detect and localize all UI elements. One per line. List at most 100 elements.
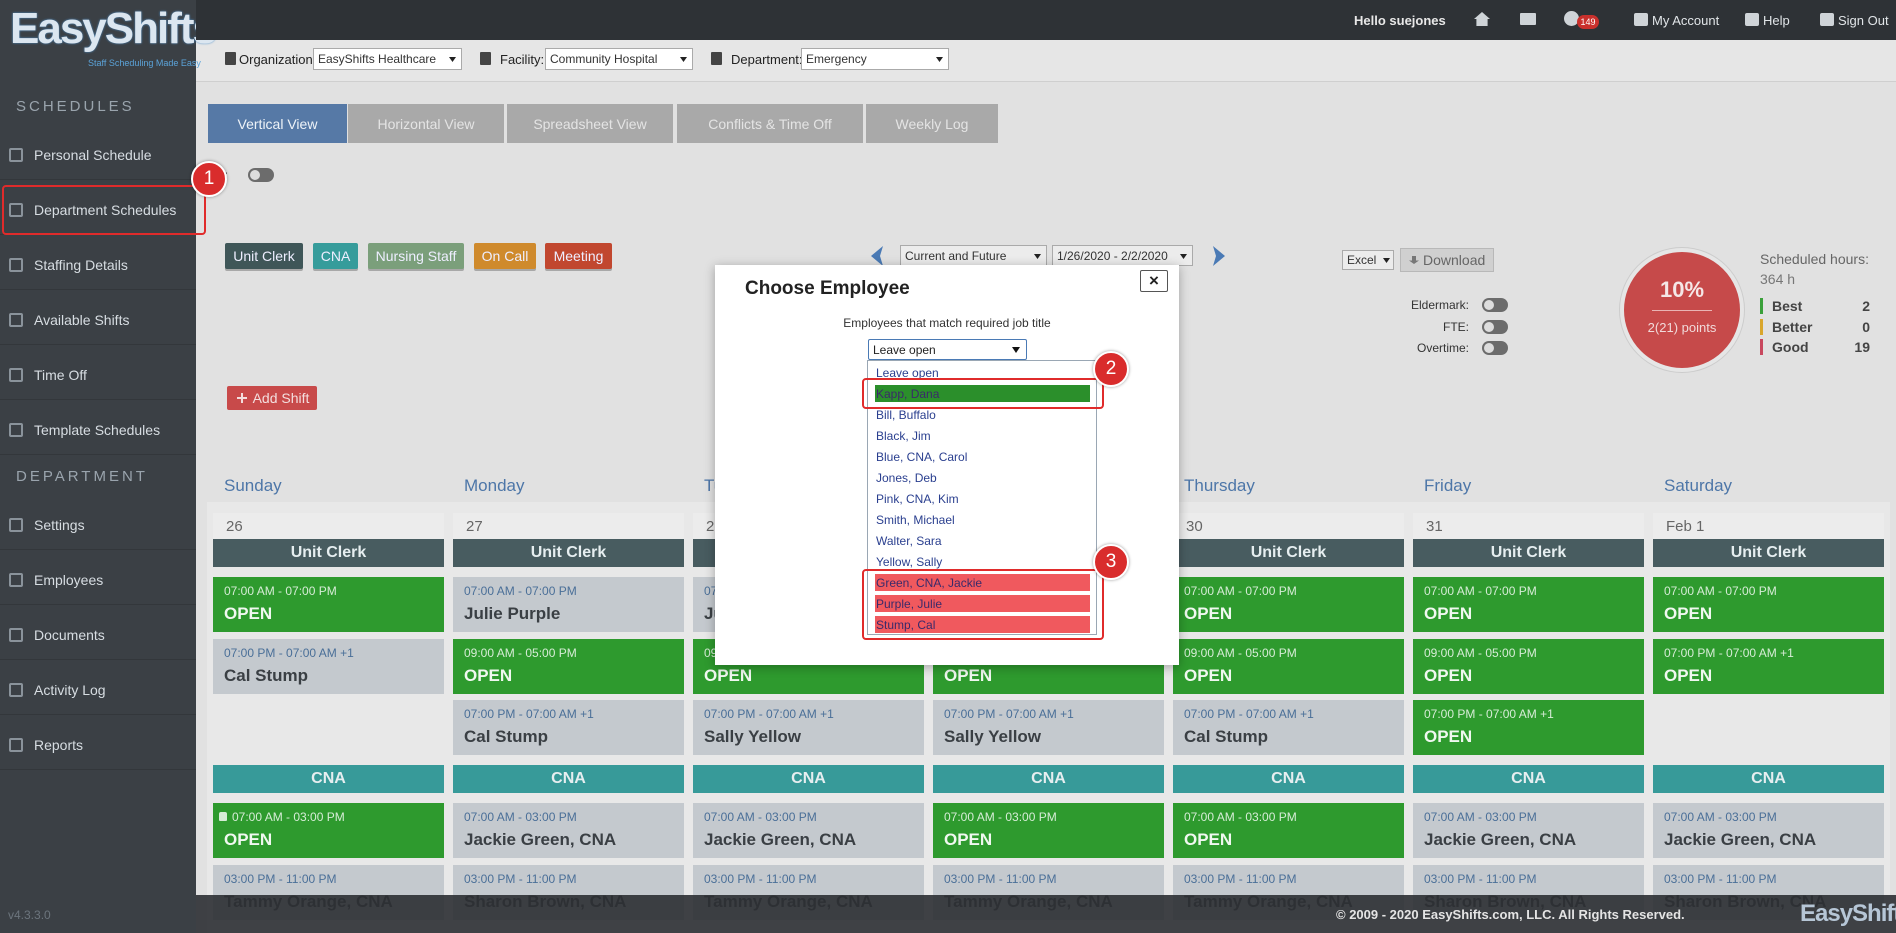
sidebar-item-label[interactable]: Staffing Details [34, 257, 128, 273]
employee-option-label[interactable]: Yellow, Sally [876, 554, 943, 569]
select-value[interactable]: Current and Future [905, 248, 1007, 263]
top-link[interactable]: My Account [1652, 12, 1720, 28]
sidebar-item[interactable]: Available Shifts [0, 295, 196, 345]
job-title-tag[interactable]: Nursing Staff [368, 243, 464, 269]
sidebar-item-label[interactable]: Time Off [34, 367, 87, 383]
job-title-tag[interactable]: On Call [474, 243, 536, 269]
assigned-shift[interactable]: 07:00 AM - 03:00 PM Jackie Green, CNA [1653, 803, 1884, 858]
filter-select[interactable]: EasyShifts Healthcare [313, 48, 462, 70]
employee-option-label[interactable]: Kapp, Dana [876, 386, 940, 401]
sidebar-item[interactable]: Documents [0, 610, 196, 660]
employee-option-label[interactable]: Jones, Deb [876, 470, 937, 485]
employee-option[interactable]: Black, Jim [875, 427, 1090, 444]
sidebar-item[interactable]: Staffing Details [0, 240, 196, 290]
employee-option-label[interactable]: Blue, CNA, Carol [876, 449, 968, 464]
toggle-switch[interactable] [1482, 298, 1508, 312]
employee-option-label[interactable]: Pink, CNA, Kim [876, 491, 959, 506]
employee-option[interactable]: Pink, CNA, Kim [875, 490, 1090, 507]
open-shift[interactable]: 07:00 PM - 07:00 AM +1 OPEN [1653, 638, 1884, 694]
add-shift-label[interactable]: Add Shift [252, 390, 310, 406]
open-shift[interactable]: 09:00 AM - 05:00 PM OPEN [1413, 638, 1644, 694]
view-tab[interactable]: Conflicts & Time Off [677, 104, 863, 143]
job-title-tag[interactable]: Meeting [545, 243, 612, 269]
open-shift[interactable]: 09:00 AM - 05:00 PM OPEN [1173, 638, 1404, 694]
employee-option-label[interactable]: Green, CNA, Jackie [876, 575, 983, 590]
employee-option-label[interactable]: Black, Jim [876, 428, 931, 443]
employee-option-label[interactable]: Leave open [876, 365, 939, 380]
employee-option[interactable]: Kapp, Dana [875, 385, 1090, 402]
filter-select-value[interactable]: Community Hospital [550, 52, 658, 66]
sidebar-item-label[interactable]: Activity Log [34, 682, 106, 698]
employee-option[interactable]: Leave open [875, 364, 1090, 381]
employee-option-label[interactable]: Stump, Cal [876, 617, 936, 632]
home-icon[interactable] [1474, 12, 1490, 26]
top-link[interactable]: Sign Out [1838, 12, 1889, 28]
sidebar-item-label[interactable]: Department Schedules [34, 202, 177, 218]
open-shift[interactable]: 07:00 PM - 07:00 AM +1 OPEN [1413, 700, 1644, 755]
date-mode-select[interactable]: Current and Future [900, 245, 1047, 266]
assigned-shift[interactable]: 07:00 AM - 03:00 PM Jackie Green, CNA [1413, 803, 1644, 858]
employee-option[interactable]: Green, CNA, Jackie [875, 574, 1090, 591]
sidebar-item[interactable]: Activity Log [0, 665, 196, 715]
assigned-shift[interactable]: 07:00 PM - 07:00 AM +1 Cal Stump [453, 700, 684, 755]
view-tab[interactable]: Horizontal View [348, 104, 504, 143]
date-range-select[interactable]: 1/26/2020 - 2/2/2020 [1052, 245, 1193, 266]
employee-select[interactable]: Leave open [868, 339, 1027, 360]
employee-option-label[interactable]: Purple, Julie [876, 596, 943, 611]
top-link[interactable]: Help [1763, 12, 1790, 28]
employee-option-label[interactable]: Bill, Buffalo [876, 407, 936, 422]
mail-icon[interactable] [1520, 13, 1536, 25]
filter-select-value[interactable]: Emergency [806, 52, 867, 66]
employee-option[interactable]: Stump, Cal [875, 616, 1090, 633]
info-icon[interactable] [1564, 11, 1579, 26]
assigned-shift[interactable]: 07:00 AM - 03:00 PM Jackie Green, CNA [453, 803, 684, 858]
open-shift[interactable]: 07:00 AM - 03:00 PM OPEN [933, 803, 1164, 858]
modal-close[interactable]: × [1140, 270, 1168, 292]
assigned-shift[interactable]: 07:00 PM - 07:00 AM +1 Sally Yellow [693, 700, 924, 755]
sidebar-item[interactable]: Time Off [0, 350, 196, 400]
filter-select-value[interactable]: EasyShifts Healthcare [318, 52, 437, 66]
sidebar-item-label[interactable]: Available Shifts [34, 312, 130, 328]
toggle-switch[interactable] [1482, 319, 1508, 334]
assigned-shift[interactable]: 07:00 PM - 07:00 AM +1 Cal Stump [1173, 700, 1404, 755]
open-shift[interactable]: 07:00 AM - 07:00 PM OPEN [1653, 577, 1884, 632]
job-title-tag[interactable]: Unit Clerk [225, 243, 303, 269]
logo[interactable]: EasyShifts [10, 4, 217, 53]
sidebar-item[interactable]: Reports [0, 720, 196, 770]
date-arrow[interactable] [1213, 246, 1225, 266]
toggle-switch[interactable] [248, 168, 274, 182]
employee-option[interactable]: Jones, Deb [875, 469, 1090, 486]
open-shift[interactable]: 07:00 AM - 07:00 PM OPEN [1413, 577, 1644, 632]
add-shift-button[interactable]: Add Shift [227, 386, 317, 410]
sidebar-item[interactable]: Template Schedules [0, 405, 196, 455]
sidebar-item-label[interactable]: Documents [34, 627, 105, 643]
view-tab[interactable]: Vertical View [208, 104, 347, 143]
employee-option[interactable]: Purple, Julie [875, 595, 1090, 612]
select-value[interactable]: Leave open [873, 342, 936, 357]
assigned-shift[interactable]: 07:00 PM - 07:00 AM +1 Cal Stump [213, 638, 444, 694]
export-select[interactable]: Excel [1342, 250, 1394, 270]
sidebar-item-label[interactable]: Reports [34, 737, 84, 753]
sidebar-item-label[interactable]: Template Schedules [34, 422, 161, 438]
sidebar-item[interactable]: Personal Schedule [0, 130, 196, 180]
employee-option[interactable]: Blue, CNA, Carol [875, 448, 1090, 465]
employee-option[interactable]: Smith, Michael [875, 511, 1090, 528]
view-tab[interactable]: Weekly Log [866, 104, 998, 143]
assigned-shift[interactable]: 07:00 AM - 03:00 PM Jackie Green, CNA [693, 803, 924, 858]
filter-select[interactable]: Emergency [801, 48, 949, 70]
assigned-shift[interactable]: 07:00 PM - 07:00 AM +1 Sally Yellow [933, 700, 1164, 755]
view-tab[interactable]: Spreadsheet View [507, 104, 673, 143]
open-shift[interactable]: 07:00 AM - 03:00 PM OPEN [213, 803, 444, 858]
employee-option[interactable]: Yellow, Sally [875, 553, 1090, 570]
employee-option[interactable]: Walter, Sara [875, 532, 1090, 549]
sidebar-item[interactable]: Settings [0, 500, 196, 550]
filter-select[interactable]: Community Hospital [545, 48, 693, 70]
assigned-shift[interactable]: 07:00 AM - 07:00 PM Julie Purple [453, 577, 684, 632]
employee-option[interactable]: Bill, Buffalo [875, 406, 1090, 423]
select-value[interactable]: Excel [1347, 253, 1377, 267]
date-arrow[interactable] [871, 246, 883, 266]
open-shift[interactable]: 07:00 AM - 07:00 PM OPEN [213, 577, 444, 632]
sidebar-item-label[interactable]: Employees [34, 572, 104, 588]
job-title-tag[interactable]: CNA [313, 243, 358, 269]
employee-option-label[interactable]: Smith, Michael [876, 512, 955, 527]
